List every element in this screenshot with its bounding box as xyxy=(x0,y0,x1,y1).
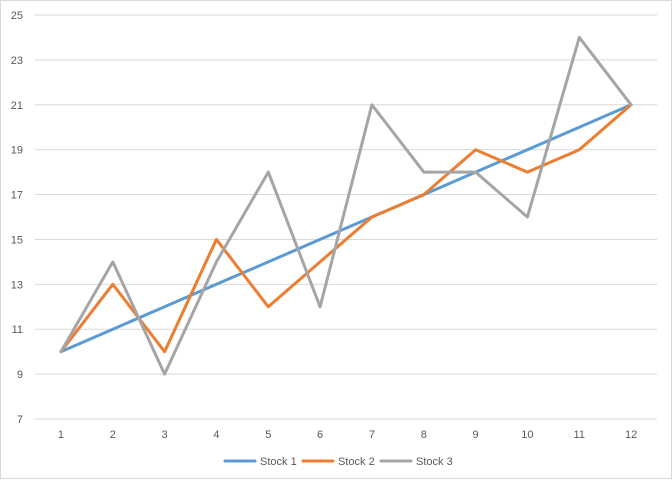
gridlines xyxy=(35,14,657,420)
legend: Stock 1 Stock 2 Stock 3 xyxy=(223,456,453,468)
y-tick-label: 7 xyxy=(17,414,23,426)
y-tick-label: 25 xyxy=(11,10,23,22)
series-lines xyxy=(59,35,633,376)
y-tick-label: 19 xyxy=(11,145,23,157)
legend-label: Stock 1 xyxy=(260,456,297,468)
y-axis-tick-labels: 7 9 11 13 15 17 19 21 23 25 xyxy=(11,10,23,426)
x-tick-label: 5 xyxy=(265,429,271,441)
y-tick-label: 9 xyxy=(17,369,23,381)
y-tick-label: 13 xyxy=(11,279,23,291)
x-tick-label: 10 xyxy=(521,429,533,441)
legend-label: Stock 2 xyxy=(338,456,375,468)
x-tick-label: 8 xyxy=(421,429,427,441)
x-axis-tick-labels: 1 2 3 4 5 6 7 8 9 10 11 12 xyxy=(58,429,637,441)
y-tick-label: 17 xyxy=(11,190,23,202)
series-line-2 xyxy=(59,103,633,354)
x-tick-label: 3 xyxy=(162,429,168,441)
x-tick-label: 12 xyxy=(625,429,637,441)
series-line-3 xyxy=(59,35,633,376)
x-tick-label: 7 xyxy=(369,429,375,441)
x-tick-label: 11 xyxy=(574,429,585,441)
y-tick-label: 15 xyxy=(11,234,23,246)
x-tick-label: 6 xyxy=(317,429,323,441)
legend-label: Stock 3 xyxy=(416,456,453,468)
x-tick-label: 4 xyxy=(213,429,219,441)
series-line-1 xyxy=(59,103,633,354)
x-tick-label: 1 xyxy=(58,429,64,441)
y-tick-label: 23 xyxy=(11,55,23,67)
x-tick-label: 2 xyxy=(110,429,116,441)
y-tick-label: 21 xyxy=(11,100,23,112)
x-tick-label: 9 xyxy=(473,429,479,441)
y-tick-label: 11 xyxy=(12,324,23,336)
